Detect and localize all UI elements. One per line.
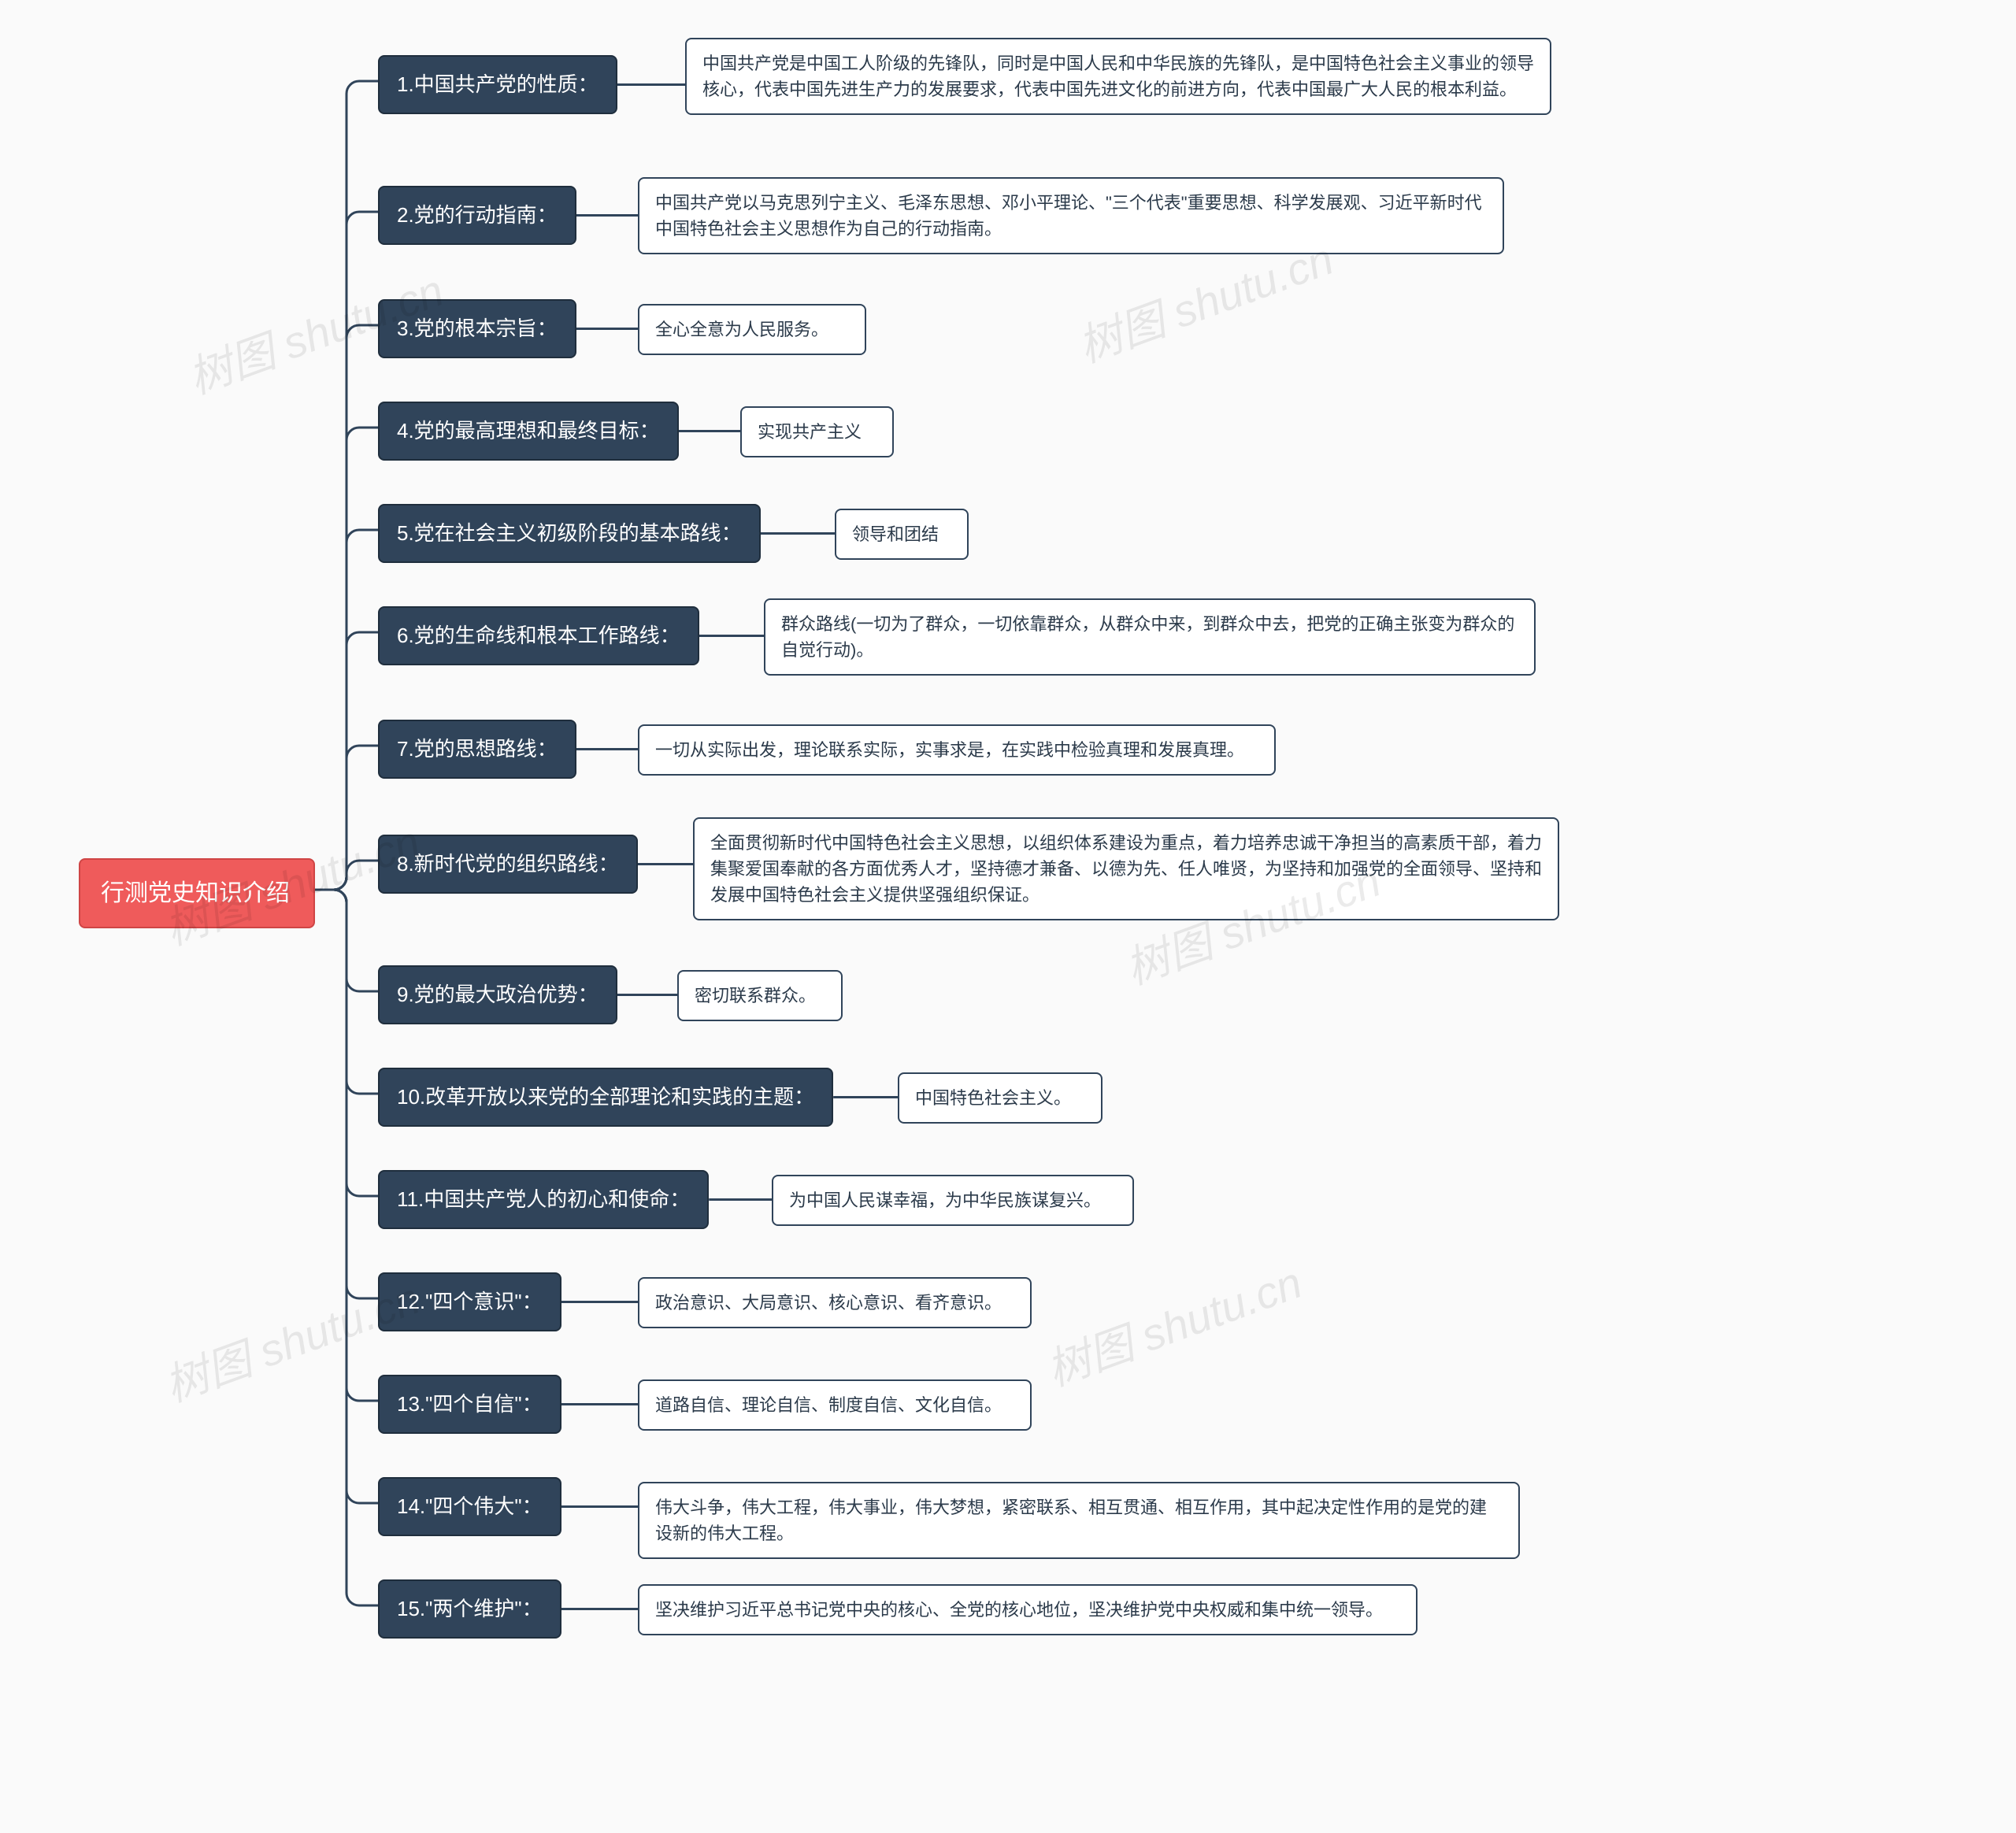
leaf-node-12[interactable]: 政治意识、大局意识、核心意识、看齐意识。 [638,1277,1032,1328]
branch-node-3[interactable]: 3.党的根本宗旨： [378,299,576,358]
branch-node-4[interactable]: 4.党的最高理想和最终目标： [378,402,679,461]
leaf-node-15[interactable]: 坚决维护习近平总书记党中央的核心、全党的核心地位，坚决维护党中央权威和集中统一领… [638,1584,1418,1635]
branch-node-11[interactable]: 11.中国共产党人的初心和使命： [378,1170,709,1229]
branch-node-6[interactable]: 6.党的生命线和根本工作路线： [378,606,699,665]
leaf-node-4[interactable]: 实现共产主义 [740,406,894,457]
leaf-node-10[interactable]: 中国特色社会主义。 [898,1072,1102,1124]
branch-node-5[interactable]: 5.党在社会主义初级阶段的基本路线： [378,504,761,563]
branch-node-8[interactable]: 8.新时代党的组织路线： [378,835,638,894]
branch-node-15[interactable]: 15."两个维护"： [378,1579,561,1639]
branch-node-1[interactable]: 1.中国共产党的性质： [378,55,617,114]
leaf-node-14[interactable]: 伟大斗争，伟大工程，伟大事业，伟大梦想，紧密联系、相互贯通、相互作用，其中起决定… [638,1482,1520,1559]
leaf-node-13[interactable]: 道路自信、理论自信、制度自信、文化自信。 [638,1379,1032,1431]
branch-node-10[interactable]: 10.改革开放以来党的全部理论和实践的主题： [378,1068,833,1127]
leaf-node-8[interactable]: 全面贯彻新时代中国特色社会主义思想，以组织体系建设为重点，着力培养忠诚干净担当的… [693,817,1559,920]
root-node[interactable]: 行测党史知识介绍 [79,858,315,928]
leaf-node-11[interactable]: 为中国人民谋幸福，为中华民族谋复兴。 [772,1175,1134,1226]
branch-node-2[interactable]: 2.党的行动指南： [378,186,576,245]
branch-node-7[interactable]: 7.党的思想路线： [378,720,576,779]
leaf-node-1[interactable]: 中国共产党是中国工人阶级的先锋队，同时是中国人民和中华民族的先锋队，是中国特色社… [685,38,1551,115]
branch-node-13[interactable]: 13."四个自信"： [378,1375,561,1434]
branch-node-9[interactable]: 9.党的最大政治优势： [378,965,617,1024]
leaf-node-3[interactable]: 全心全意为人民服务。 [638,304,866,355]
leaf-node-2[interactable]: 中国共产党以马克思列宁主义、毛泽东思想、邓小平理论、"三个代表"重要思想、科学发… [638,177,1504,254]
leaf-node-5[interactable]: 领导和团结 [835,509,969,560]
leaf-node-6[interactable]: 群众路线(一切为了群众，一切依靠群众，从群众中来，到群众中去，把党的正确主张变为… [764,598,1536,676]
leaf-node-7[interactable]: 一切从实际出发，理论联系实际，实事求是，在实践中检验真理和发展真理。 [638,724,1276,776]
branch-node-14[interactable]: 14."四个伟大"： [378,1477,561,1536]
branch-node-12[interactable]: 12."四个意识"： [378,1272,561,1331]
leaf-node-9[interactable]: 密切联系群众。 [677,970,843,1021]
